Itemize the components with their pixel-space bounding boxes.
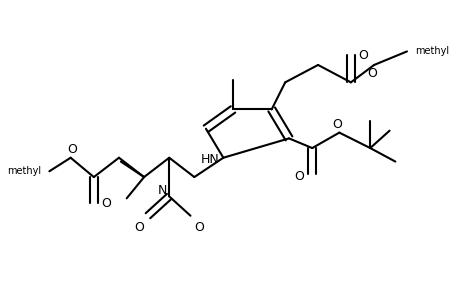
Text: O: O xyxy=(332,118,341,131)
Text: O: O xyxy=(294,169,304,183)
Text: HN: HN xyxy=(200,153,219,166)
Text: O: O xyxy=(194,220,204,234)
Text: O: O xyxy=(366,67,376,80)
Text: methyl: methyl xyxy=(7,166,42,176)
Text: O: O xyxy=(101,197,111,210)
Text: O: O xyxy=(358,49,368,62)
Text: methyl: methyl xyxy=(414,46,448,56)
Text: O: O xyxy=(67,142,78,155)
Text: O: O xyxy=(134,220,144,234)
Text: N: N xyxy=(157,184,167,197)
